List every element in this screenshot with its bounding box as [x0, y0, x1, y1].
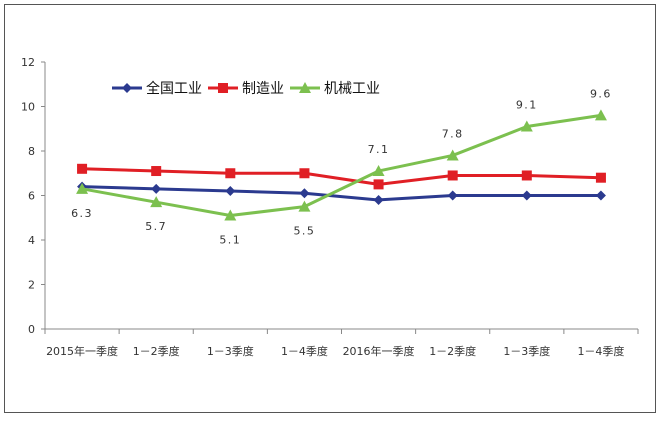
- data-label: 9.1: [516, 99, 538, 112]
- data-point: [298, 200, 311, 212]
- data-point: [77, 163, 88, 174]
- x-tick-label: 1－3季度: [207, 344, 254, 358]
- data-point: [520, 120, 533, 132]
- series-line: [82, 185, 601, 202]
- legend-swatch-marker: [218, 83, 228, 93]
- data-point: [372, 165, 385, 177]
- legend-swatch-marker: [299, 82, 311, 93]
- data-label: 9.6: [590, 87, 612, 100]
- legend: 全国工业 制造业 机械工业: [112, 80, 380, 97]
- series-line: [82, 167, 601, 186]
- y-tick-label: 4: [28, 234, 35, 247]
- x-tick-label: 2015年一季度: [46, 344, 118, 358]
- data-point: [595, 190, 606, 201]
- data-point: [151, 183, 162, 194]
- x-tick-label: 1－2季度: [133, 344, 180, 358]
- data-point: [594, 109, 607, 121]
- data-label: 7.8: [442, 127, 464, 140]
- legend-swatch-marker: [122, 83, 132, 93]
- data-point: [150, 196, 163, 208]
- data-label: 5.5: [293, 225, 315, 238]
- data-point: [299, 188, 310, 199]
- legend-item: 机械工业: [290, 81, 380, 97]
- legend-label: 制造业: [242, 81, 284, 97]
- x-tick-label: 1－4季度: [281, 344, 328, 358]
- x-tick-label: 1－4季度: [577, 344, 624, 358]
- x-tick-label: 2016年一季度: [343, 344, 415, 358]
- legend-label: 全国工业: [146, 80, 202, 97]
- data-label: 5.1: [219, 234, 241, 247]
- data-point: [446, 149, 459, 161]
- legend-item: 全国工业: [112, 80, 202, 97]
- y-tick-label: 10: [21, 101, 35, 114]
- data-point: [373, 179, 384, 190]
- x-tick-label: 1－3季度: [503, 344, 550, 358]
- y-tick-label: 8: [28, 145, 35, 158]
- legend-label: 机械工业: [324, 81, 380, 97]
- data-point: [595, 172, 606, 183]
- y-tick-label: 2: [28, 279, 35, 292]
- series-line: [81, 113, 602, 218]
- data-point: [151, 166, 162, 177]
- data-point: [447, 170, 458, 181]
- data-point: [521, 190, 532, 201]
- data-point: [299, 168, 310, 179]
- y-tick-label: 12: [21, 56, 35, 69]
- data-point: [225, 186, 236, 197]
- data-point: [447, 190, 458, 201]
- data-point: [521, 170, 532, 181]
- data-point: [76, 182, 89, 194]
- chart-border: [4, 4, 656, 413]
- data-point: [224, 209, 237, 221]
- data-point: [225, 168, 236, 179]
- data-label: 5.7: [145, 220, 167, 233]
- y-tick-label: 0: [28, 323, 35, 336]
- data-label: 7.1: [368, 143, 390, 156]
- y-tick-label: 6: [28, 190, 35, 203]
- data-point: [373, 194, 384, 205]
- x-tick-label: 1－2季度: [429, 344, 476, 358]
- data-label: 6.3: [71, 207, 93, 220]
- legend-item: 制造业: [208, 81, 284, 97]
